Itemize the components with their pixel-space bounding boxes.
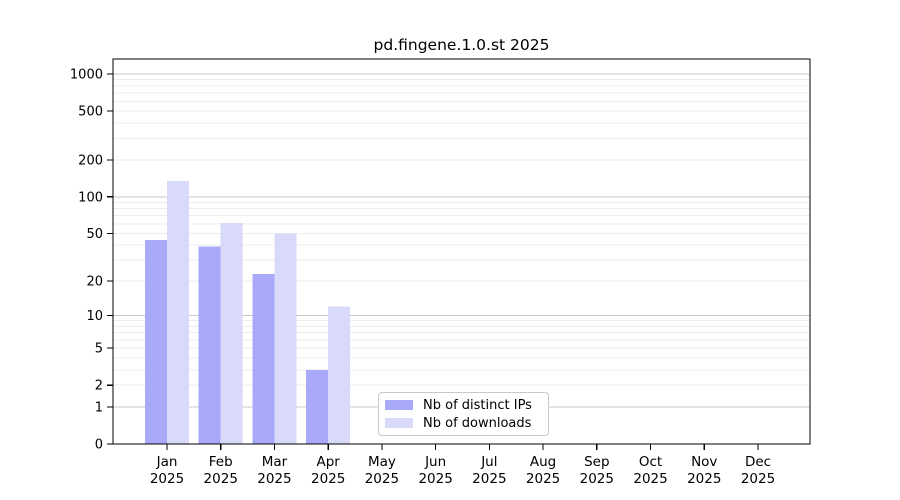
legend-label-downloads: Nb of downloads: [423, 415, 532, 431]
y-tick-label: 50: [86, 227, 103, 242]
x-tick-label-month: Dec: [745, 454, 771, 470]
y-tick-label: 5: [95, 342, 103, 357]
distinct-ips-swatch: [385, 400, 413, 410]
x-tick-label-month: Jan: [156, 454, 178, 470]
x-tick-label-year: 2025: [418, 471, 452, 487]
legend: Nb of distinct IPs Nb of downloads: [378, 392, 549, 436]
x-tick-label-month: Nov: [691, 454, 717, 470]
bar-distinct-ips-jan: [145, 240, 167, 444]
bar-downloads-apr: [328, 306, 351, 444]
bar-distinct-ips-apr: [306, 369, 329, 444]
x-tick-label-year: 2025: [204, 471, 238, 487]
y-tick-label: 100: [78, 190, 103, 205]
legend-item-downloads: Nb of downloads: [385, 415, 542, 431]
bar-distinct-ips-mar: [252, 273, 275, 444]
x-tick-label-month: Aug: [530, 454, 556, 470]
legend-label-distinct-ips: Nb of distinct IPs: [423, 397, 532, 413]
x-tick-label-month: Apr: [317, 454, 341, 470]
bar-distinct-ips-feb: [198, 246, 221, 444]
plot-border: [112, 58, 811, 445]
y-tick-label: 0: [95, 438, 103, 453]
x-tick-label-month: Oct: [639, 454, 662, 470]
x-tick-label-month: Feb: [209, 454, 233, 470]
x-tick-label-year: 2025: [472, 471, 506, 487]
y-tick-label: 20: [86, 274, 103, 289]
bar-downloads-feb: [220, 222, 243, 444]
x-tick-label-year: 2025: [741, 471, 775, 487]
x-tick-label-year: 2025: [365, 471, 399, 487]
y-tick-label: 500: [78, 105, 103, 120]
x-tick-label-year: 2025: [633, 471, 667, 487]
y-tick-label: 200: [78, 153, 103, 168]
x-tick-label-year: 2025: [687, 471, 721, 487]
downloads-swatch: [385, 418, 413, 428]
x-tick-label-year: 2025: [580, 471, 614, 487]
y-tick-label: 1000: [70, 68, 103, 83]
x-tick-label-month: Jul: [480, 454, 497, 470]
x-tick-label-year: 2025: [311, 471, 345, 487]
y-tick-label: 1: [95, 400, 103, 415]
x-tick-label-month: Mar: [262, 454, 288, 470]
x-tick-label-year: 2025: [257, 471, 291, 487]
x-tick-label-month: Sep: [584, 454, 609, 470]
x-tick-label-year: 2025: [526, 471, 560, 487]
x-tick-label-month: Jun: [424, 454, 446, 470]
bar-downloads-mar: [274, 233, 297, 444]
chart-title: pd.fingene.1.0.st 2025: [373, 36, 550, 54]
x-tick-label-month: May: [368, 454, 396, 470]
bar-downloads-jan: [167, 180, 189, 444]
y-tick-label: 10: [86, 309, 103, 324]
y-tick-label: 2: [95, 379, 103, 394]
x-tick-label-year: 2025: [150, 471, 184, 487]
legend-item-distinct-ips: Nb of distinct IPs: [385, 397, 542, 413]
